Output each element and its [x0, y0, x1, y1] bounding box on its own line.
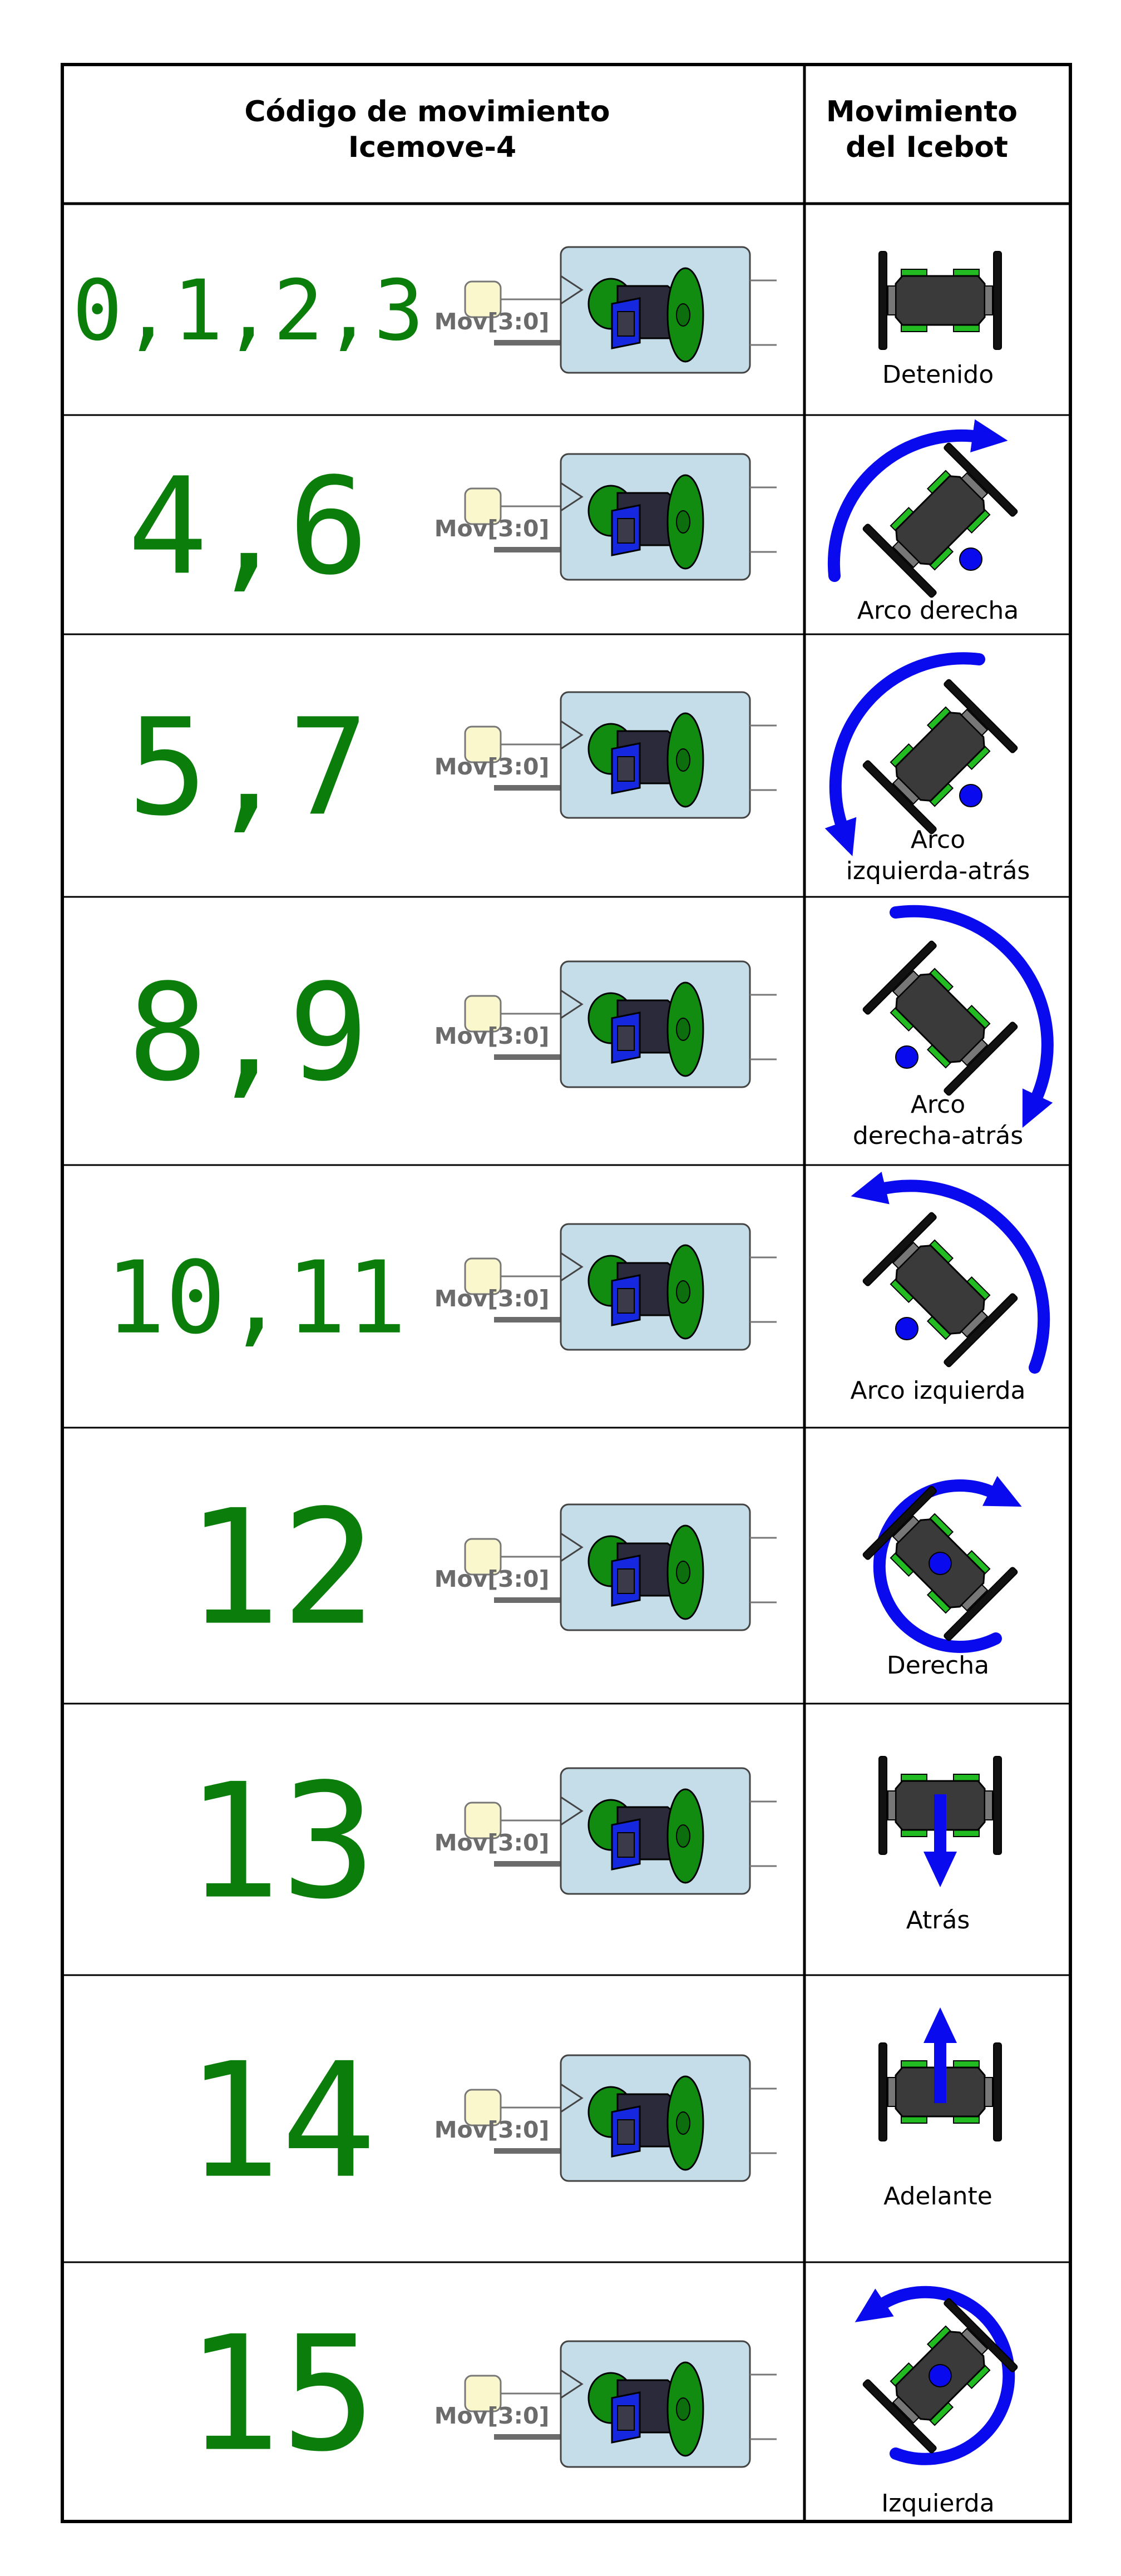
- movement-code: 8,9: [127, 955, 368, 1111]
- bus-label: Mov[3:0]: [434, 1566, 550, 1592]
- bus-label: Mov[3:0]: [434, 515, 550, 542]
- table-row: 14 Mov[3:0] Adelante: [185, 2007, 1003, 2214]
- motion-caption: Adelante: [883, 2182, 992, 2210]
- pivot-point: [929, 1552, 952, 1575]
- code-column-header: Código de movimiento Icemove-4: [244, 95, 620, 164]
- pivot-point: [959, 784, 982, 807]
- table-row: 12 Mov[3:0] Derecha: [185, 1475, 1022, 1680]
- robot-icon: [861, 1211, 1019, 1369]
- robot-motion: [851, 1172, 1050, 1374]
- robot-motion: [878, 2007, 1003, 2142]
- icemove-block: Mov[3:0]: [434, 246, 777, 374]
- icemove-block: Mov[3:0]: [434, 1767, 777, 1895]
- icemove-block: Mov[3:0]: [434, 2340, 777, 2468]
- robot-icon: [861, 678, 1019, 836]
- motion-arrow: [890, 905, 1054, 1128]
- icemove-block: Mov[3:0]: [434, 453, 777, 581]
- table-row: 4,6 Mov[3:0] Arco derecha: [127, 419, 1019, 625]
- motion-arrow: [873, 1475, 1022, 1653]
- robot-motion: [855, 2286, 1019, 2465]
- bus-label: Mov[3:0]: [434, 2402, 550, 2429]
- table-row: 8,9 Mov[3:0] Arco derecha-atrás: [127, 905, 1054, 1150]
- pivot-point: [895, 1045, 918, 1069]
- movement-code: 0,1,2,3: [72, 263, 424, 359]
- robot-motion: [861, 1475, 1022, 1653]
- movement-code: 5,7: [127, 689, 368, 845]
- motion-caption: Izquierda: [881, 2489, 994, 2518]
- movement-code: 14: [185, 2029, 376, 2214]
- table-grid: [61, 63, 1072, 2523]
- table-row: 15 Mov[3:0] Izquierda: [185, 2286, 1019, 2518]
- icemove-block: Mov[3:0]: [434, 1223, 777, 1351]
- icemove-block: Mov[3:0]: [434, 2054, 777, 2182]
- motion-caption: Arco izquierda: [851, 1376, 1026, 1405]
- bus-label: Mov[3:0]: [434, 1023, 550, 1049]
- movement-code: 13: [185, 1750, 376, 1935]
- motion-caption: Arco derecha: [857, 596, 1019, 625]
- motion-caption: Arco izquierda-atrás: [846, 826, 1030, 885]
- motion-caption: Derecha: [887, 1651, 989, 1680]
- motion-caption: Atrás: [906, 1906, 970, 1935]
- movement-code: 4,6: [127, 448, 368, 604]
- robot-motion: [827, 419, 1019, 599]
- motion-caption: Arco derecha-atrás: [853, 1090, 1023, 1150]
- motion-arrow: [827, 419, 1008, 582]
- motion-caption: Detenido: [882, 361, 994, 389]
- bus-label: Mov[3:0]: [434, 1285, 550, 1312]
- robot-motion: [861, 905, 1054, 1128]
- table-row: 5,7 Mov[3:0] Arco izquierda-atrás: [127, 652, 1030, 885]
- pivot-point: [929, 2364, 952, 2387]
- bus-label: Mov[3:0]: [434, 2116, 550, 2143]
- icemove-block: Mov[3:0]: [434, 1503, 777, 1631]
- robot-motion: [878, 1755, 1003, 1887]
- movement-code: 15: [185, 2302, 376, 2487]
- bus-label: Mov[3:0]: [434, 308, 550, 335]
- icemove-block: Mov[3:0]: [434, 691, 777, 819]
- robot-motion: [878, 250, 1003, 351]
- motion-arrow: [851, 1172, 1050, 1374]
- movement-code: 12: [185, 1476, 376, 1661]
- motion-column-header: Movimiento del Icebot: [826, 95, 1028, 164]
- movement-code: 10,11: [105, 1240, 407, 1356]
- table-row: 0,1,2,3 Mov[3:0] Detenido: [72, 246, 1003, 389]
- robot-icon: [861, 939, 1019, 1097]
- table-row: 13 Mov[3:0] Atrás: [185, 1750, 1003, 1935]
- robot-icon: [878, 250, 1003, 351]
- bus-label: Mov[3:0]: [434, 753, 550, 780]
- pivot-point: [959, 547, 982, 571]
- robot-motion: [824, 652, 1019, 857]
- bus-label: Mov[3:0]: [434, 1829, 550, 1856]
- motion-arrow: [824, 652, 985, 857]
- table-row: 10,11 Mov[3:0] Arco izquierda: [105, 1172, 1050, 1405]
- pivot-point: [895, 1317, 918, 1340]
- icemove-block: Mov[3:0]: [434, 960, 777, 1088]
